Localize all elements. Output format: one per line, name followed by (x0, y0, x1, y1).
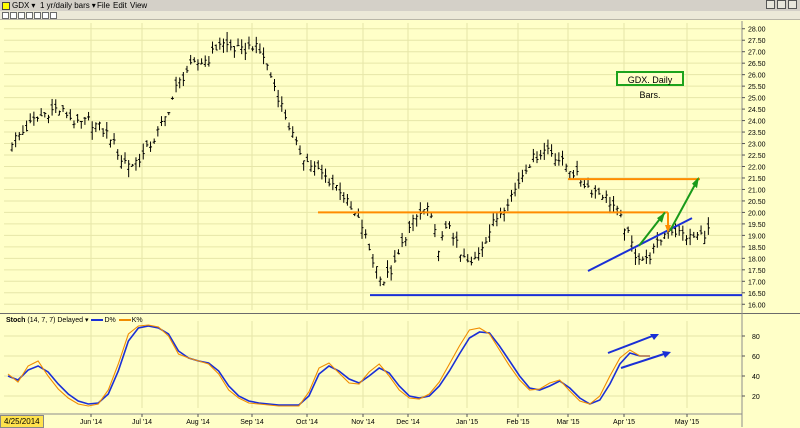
text-tool-icon[interactable] (26, 12, 33, 19)
y-tick-label: 18.00 (748, 256, 766, 263)
projection-arrow-2 (669, 178, 699, 232)
y-tick-label: 25.00 (748, 96, 766, 103)
settings-icon[interactable] (50, 12, 57, 19)
y-tick-label: 80 (752, 334, 760, 341)
stoch-grid (4, 321, 742, 408)
menu-file[interactable]: File (97, 1, 110, 10)
y-tick-label: 60 (752, 354, 760, 361)
stoch-lines (7, 324, 650, 407)
settings-icon[interactable]: ▾ (85, 317, 89, 324)
symbol-label: GDX (12, 1, 30, 10)
stoch-d-line (7, 325, 650, 406)
close-icon[interactable] (788, 0, 797, 9)
x-tick-label: Jun '14 (80, 419, 102, 426)
x-tick-label: Jul '14 (132, 419, 152, 426)
study-params: (14, 7, 7) Delayed (27, 317, 84, 324)
chart-icon (2, 1, 10, 10)
study-label[interactable]: Stoch (14, 7, 7) Delayed ▾ D% K% (6, 316, 143, 324)
k-label: K% (131, 317, 143, 324)
minimize-icon[interactable] (766, 0, 775, 9)
x-tick-label: Feb '15 (506, 419, 529, 426)
drawings (318, 176, 742, 297)
chart-annotation[interactable]: GDX. Daily Bars. (616, 71, 684, 100)
d-swatch (91, 319, 104, 322)
stochastic-chart[interactable]: 80 60 40 20 Jun '14 Jul '14 Aug '14 Sep '14 Oct… (0, 313, 800, 427)
x-tick-label: Dec '14 (396, 419, 420, 426)
menu-view[interactable]: View (130, 1, 148, 10)
y-tick-label: 20.00 (748, 210, 766, 217)
d-label: D% (104, 317, 116, 324)
start-date-badge: 4/25/2014 (0, 415, 44, 428)
y-tick-label: 21.50 (748, 176, 766, 183)
draw-tool-icon[interactable] (2, 12, 9, 19)
crosshair-icon[interactable] (10, 12, 17, 19)
price-chart[interactable]: 28.00 27.50 27.00 26.50 26.00 25.50 25.00 24.50… (0, 21, 800, 313)
y-tick-label: 16.50 (748, 291, 766, 298)
y-tick-label: 24.50 (748, 107, 766, 114)
y-tick-label: 27.00 (748, 50, 766, 57)
y-tick-label: 24.00 (748, 119, 766, 126)
y-tick-label: 17.00 (748, 279, 766, 286)
stoch-y-axis: 80 60 40 20 (741, 313, 760, 427)
stoch-arrows (607, 334, 671, 369)
y-tick-label: 25.50 (748, 84, 766, 91)
y-tick-label: 19.50 (748, 222, 766, 229)
chevron-down-icon: ▾ (91, 1, 96, 10)
y-tick-label: 26.00 (748, 73, 766, 80)
timeframe-label: 1 yr/daily bars (40, 1, 90, 10)
y-tick-label: 23.50 (748, 130, 766, 137)
maximize-icon[interactable] (777, 0, 786, 9)
x-tick-label: Aug '14 (186, 419, 210, 426)
y-tick-label: 21.00 (748, 187, 766, 194)
symbol-dropdown[interactable]: GDX ▾ (2, 0, 35, 11)
y-tick-label: 22.50 (748, 153, 766, 160)
stoch-plot-background (0, 313, 800, 427)
x-tick-label: Nov '14 (351, 419, 375, 426)
k-swatch (118, 319, 131, 322)
x-tick-label: May '15 (675, 419, 699, 426)
tool-strip (0, 11, 800, 20)
x-tick-label: Apr '15 (613, 419, 635, 426)
menu-edit[interactable]: Edit (113, 1, 127, 10)
chevron-down-icon: ▾ (31, 1, 36, 10)
study-name: Stoch (6, 317, 26, 324)
x-tick-label: Oct '14 (296, 419, 318, 426)
y-tick-label: 40 (752, 374, 760, 381)
y-tick-label: 19.00 (748, 233, 766, 240)
y-tick-label: 20 (752, 394, 760, 401)
stoch-k-line (7, 324, 650, 407)
zoom-icon[interactable] (18, 12, 25, 19)
timeframe-dropdown[interactable]: 1 yr/daily bars ▾ (40, 0, 96, 11)
arrowhead-icon (662, 351, 671, 358)
y-tick-label: 27.50 (748, 38, 766, 45)
y-tick-label: 26.50 (748, 61, 766, 68)
y-tick-label: 16.00 (748, 302, 766, 309)
y-tick-label: 23.00 (748, 142, 766, 149)
x-tick-label: Jan '15 (456, 419, 478, 426)
arrowhead-icon (692, 176, 699, 189)
arrowhead-icon (650, 334, 659, 340)
stoch-arrow-upper (607, 334, 656, 354)
y-tick-label: 22.00 (748, 165, 766, 172)
y-tick-label: 17.50 (748, 268, 766, 275)
trendline-icon[interactable] (34, 12, 41, 19)
arrowhead-icon (665, 225, 671, 234)
arrowhead-icon (657, 212, 665, 223)
x-axis: Jun '14 Jul '14 Aug '14 Sep '14 Oct '14 Nov '… (0, 413, 742, 426)
y-tick-label: 28.00 (748, 27, 766, 34)
y-tick-label: 18.50 (748, 245, 766, 252)
y-tick-label: 20.50 (748, 199, 766, 206)
x-tick-label: Sep '14 (240, 419, 264, 426)
price-y-axis: 28.00 27.50 27.00 26.50 26.00 25.50 25.00 24.50… (741, 21, 766, 313)
x-tick-label: Mar '15 (556, 419, 579, 426)
fib-tool-icon[interactable] (42, 12, 49, 19)
stoch-arrow-lower (620, 352, 668, 369)
price-bars (10, 31, 710, 287)
